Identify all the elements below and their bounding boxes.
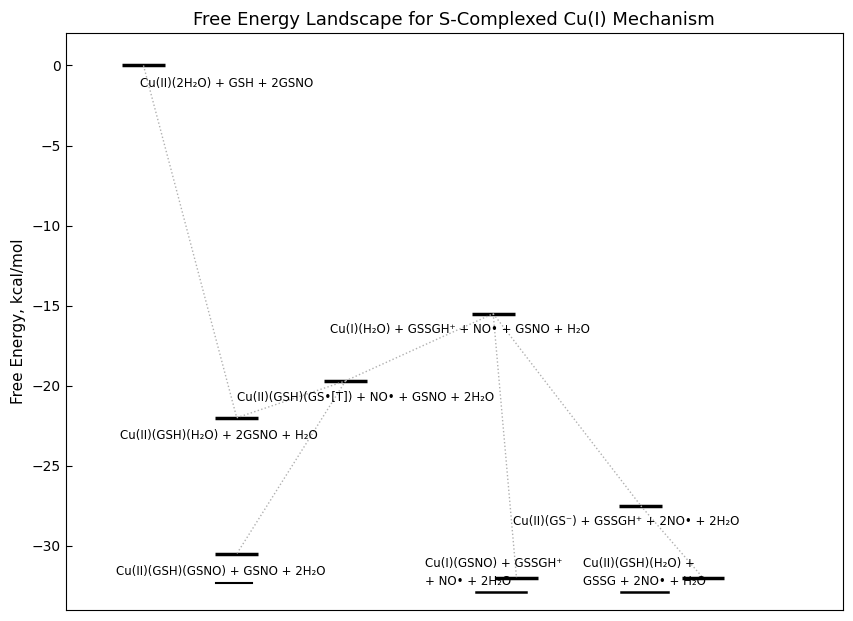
Text: Cu(I)(H₂O) + GSSGH⁺ + NO• + GSNO + H₂O: Cu(I)(H₂O) + GSSGH⁺ + NO• + GSNO + H₂O: [329, 324, 589, 336]
Y-axis label: Free Energy, kcal/mol: Free Energy, kcal/mol: [11, 239, 26, 404]
Text: Cu(II)(GSH)(H₂O) +: Cu(II)(GSH)(H₂O) +: [582, 557, 693, 570]
Text: Cu(II)(2H₂O) + GSH + 2GSNO: Cu(II)(2H₂O) + GSH + 2GSNO: [139, 76, 312, 89]
Text: Cu(II)(GSH)(GSNO) + GSNO + 2H₂O: Cu(II)(GSH)(GSNO) + GSNO + 2H₂O: [116, 565, 325, 578]
Text: Cu(II)(GS⁻) + GSSGH⁺ + 2NO• + 2H₂O: Cu(II)(GS⁻) + GSSGH⁺ + 2NO• + 2H₂O: [512, 515, 738, 528]
Text: Cu(II)(GSH)(GS•[T]) + NO• + GSNO + 2H₂O: Cu(II)(GSH)(GS•[T]) + NO• + GSNO + 2H₂O: [236, 391, 493, 404]
Text: Cu(I)(GSNO) + GSSGH⁺: Cu(I)(GSNO) + GSSGH⁺: [424, 557, 561, 570]
Text: Cu(II)(GSH)(H₂O) + 2GSNO + H₂O: Cu(II)(GSH)(H₂O) + 2GSNO + H₂O: [120, 429, 317, 442]
Title: Free Energy Landscape for S-Complexed Cu(I) Mechanism: Free Energy Landscape for S-Complexed Cu…: [194, 11, 714, 29]
Text: GSSG + 2NO• + H₂O: GSSG + 2NO• + H₂O: [582, 574, 705, 587]
Text: + NO• + 2H₂O: + NO• + 2H₂O: [424, 574, 510, 587]
